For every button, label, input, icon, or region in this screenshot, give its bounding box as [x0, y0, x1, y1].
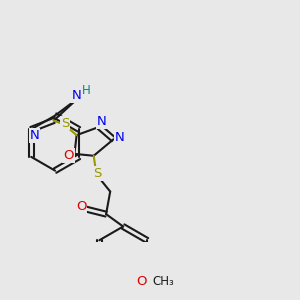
Text: O: O: [63, 149, 74, 162]
Text: CH₃: CH₃: [152, 275, 174, 288]
Text: N: N: [71, 89, 81, 102]
Text: S: S: [61, 116, 70, 130]
Text: O: O: [136, 275, 147, 288]
Text: N: N: [97, 116, 107, 128]
Text: N: N: [30, 129, 39, 142]
Text: N: N: [115, 131, 124, 144]
Text: S: S: [93, 167, 102, 180]
Text: H: H: [82, 84, 91, 97]
Text: O: O: [76, 200, 87, 214]
